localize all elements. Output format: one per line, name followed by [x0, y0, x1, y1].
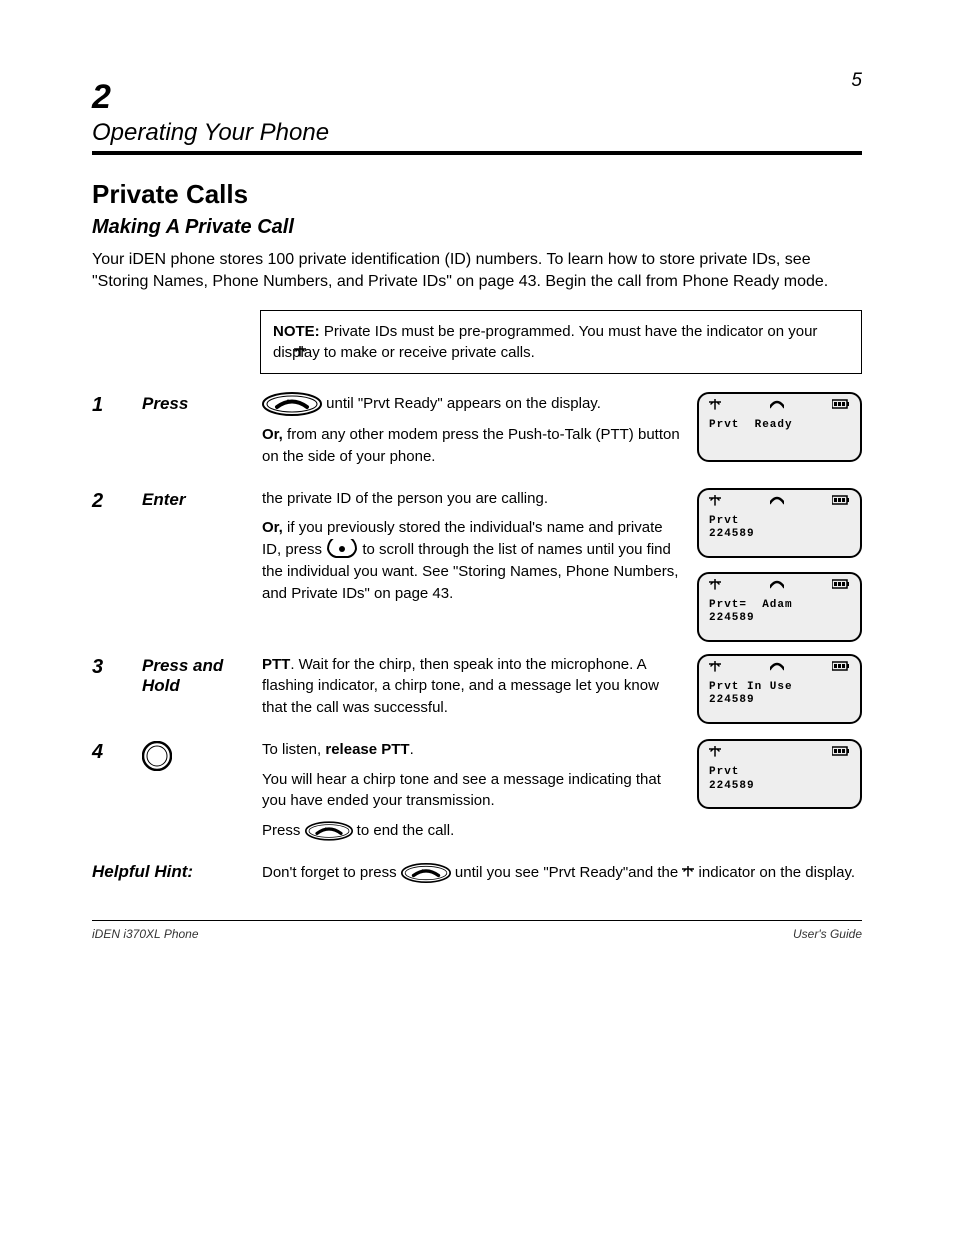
step4-body2: You will hear a chirp tone and see a mes… — [262, 769, 683, 813]
battery-icon — [832, 495, 850, 513]
subtitle-making-call: Making A Private Call — [92, 216, 862, 239]
step-number: 2 — [92, 488, 142, 513]
page-number: 5 — [851, 70, 862, 92]
intro-paragraph: Your iDEN phone stores 100 private ident… — [92, 249, 862, 292]
hint-text2: until you see "Prvt Ready" — [451, 862, 628, 884]
step-1: 1 Press until "Prvt Ready" appears on th… — [92, 392, 862, 476]
screen-text: Prvt In Use 224589 — [709, 681, 850, 709]
step-2: 2 Enter the private ID of the person you… — [92, 488, 862, 642]
step-3: 3 Press and Hold PTT. Wait for the chirp… — [92, 654, 862, 727]
battery-icon — [832, 661, 850, 679]
screen-text: Prvt= Adam 224589 — [709, 599, 850, 627]
footer-right: User's Guide — [793, 927, 862, 941]
signal-icon — [294, 346, 306, 358]
hint-text3: and the — [628, 862, 682, 884]
inuse-icon — [770, 399, 784, 417]
screen-display: Prvt= Adam 224589 — [697, 572, 862, 642]
screen-display: Prvt 224589 — [697, 488, 862, 558]
battery-icon — [832, 579, 850, 597]
step4-intro: To listen, — [262, 741, 325, 758]
step2-text1: the private ID of the person you are cal… — [262, 488, 683, 510]
page: 5 2 Operating Your Phone Private Calls M… — [0, 0, 954, 981]
signal-icon — [709, 399, 721, 417]
step2-or: Or, — [262, 519, 283, 536]
step-4: 4 To listen, release PTT. You will hear … — [92, 739, 862, 850]
step-body: until "Prvt Ready" appears on the displa… — [262, 392, 697, 476]
step1-text2: from any other modem press the Push-to-T… — [262, 426, 680, 465]
hint-text4: indicator on the display. — [694, 862, 855, 884]
step-action — [142, 739, 262, 776]
screen-text: Prvt 224589 — [709, 766, 850, 794]
step-body: the private ID of the person you are cal… — [262, 488, 697, 613]
inuse-icon — [770, 661, 784, 679]
signal-icon — [682, 866, 694, 878]
step4-dot: . — [410, 741, 414, 758]
subtitle-private-calls: Private Calls — [92, 179, 862, 210]
mode-button-icon — [262, 392, 322, 416]
step-number: 3 — [92, 654, 142, 679]
step4-release: release — [325, 741, 381, 758]
screen-display: Prvt 224589 — [697, 739, 862, 809]
step-action: Press — [142, 392, 262, 414]
screen-display: Prvt In Use 224589 — [697, 654, 862, 724]
mode-button-icon — [305, 821, 353, 841]
signal-icon — [709, 495, 721, 513]
hint-text1: Don't forget to press — [262, 862, 401, 884]
section-number: 2 — [92, 78, 862, 117]
signal-icon — [709, 746, 721, 764]
section-title: Operating Your Phone — [92, 119, 862, 147]
hint-body: Don't forget to press until you see "Prv… — [262, 862, 862, 892]
signal-icon — [709, 661, 721, 679]
step-number: 1 — [92, 392, 142, 417]
step-action: Press and Hold — [142, 654, 262, 696]
step1-text1: until "Prvt Ready" appears on the displa… — [326, 393, 601, 415]
step4-end2: to end the call. — [353, 820, 455, 842]
step-body: PTT. Wait for the chirp, then speak into… — [262, 654, 697, 727]
step3-rest: . Wait for the chirp, then speak into th… — [262, 656, 659, 717]
signal-icon — [709, 579, 721, 597]
speaker-button-icon — [142, 741, 172, 771]
step1-or: Or, — [262, 426, 283, 443]
footer: iDEN i370XL Phone User's Guide — [92, 920, 862, 941]
step-action: Enter — [142, 488, 262, 510]
inuse-icon — [770, 495, 784, 513]
scroll-button-icon — [326, 539, 358, 559]
mode-button-icon — [401, 863, 451, 883]
battery-icon — [832, 746, 850, 764]
step-number: 4 — [92, 739, 142, 764]
footer-left: iDEN i370XL Phone — [92, 927, 199, 941]
screen-text: Prvt Ready — [709, 419, 850, 433]
divider — [92, 151, 862, 155]
step-body: To listen, release PTT. You will hear a … — [262, 739, 697, 850]
screen-text: Prvt 224589 — [709, 515, 850, 543]
note-label: NOTE: — [273, 323, 320, 340]
helpful-hint: Helpful Hint: Don't forget to press unti… — [92, 862, 862, 892]
battery-icon — [832, 399, 850, 417]
step4-ptt: PTT — [381, 741, 409, 758]
screen-display: Prvt Ready — [697, 392, 862, 462]
step3-ptt: PTT — [262, 656, 290, 673]
step4-end1: Press — [262, 820, 305, 842]
note-box: NOTE: Private IDs must be pre-programmed… — [260, 310, 862, 374]
hint-label: Helpful Hint: — [92, 862, 262, 882]
inuse-icon — [770, 579, 784, 597]
note-body: Private IDs must be pre-programmed. You … — [273, 323, 817, 361]
